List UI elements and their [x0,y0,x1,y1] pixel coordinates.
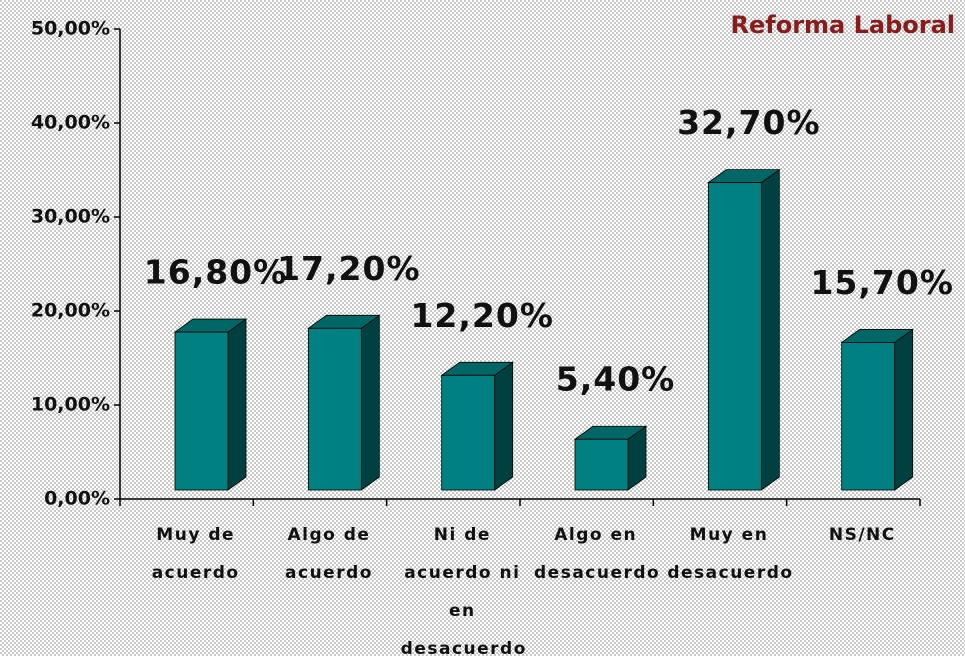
bar [440,361,514,491]
bar [307,314,381,491]
value-label: 12,20% [410,296,553,335]
x-tick-label: Ni de acuerdo ni en desacuerdo [400,525,527,656]
x-tick-label: NS/NC [828,525,896,545]
bar-side [894,328,914,491]
y-tick-label: 0,00% [44,488,110,510]
bar [840,328,914,491]
y-tick-label: 10,00% [31,394,110,416]
bar [573,425,648,491]
x-tick-label: Muy en desacuerdo [667,525,794,583]
y-tick-label: 20,00% [31,300,110,322]
value-label: 32,70% [677,103,820,142]
value-label: 5,40% [556,360,676,399]
y-tick-label: 30,00% [31,206,110,228]
bar-side [760,168,780,491]
y-tick-label: 40,00% [31,112,110,134]
bar-side [360,314,380,491]
bar-side [494,361,514,491]
x-tick-label: Algo de acuerdo [285,525,373,583]
value-label: 16,80% [144,253,287,292]
bar [173,318,248,491]
chart-title: Reforma Laboral [731,11,956,39]
value-label: 15,70% [810,263,953,302]
bar-front [574,438,629,491]
bar [707,168,781,491]
bar-front [441,374,496,491]
bar-front [841,342,896,491]
bar-front [174,331,229,491]
value-label: 17,20% [277,249,420,288]
bar-front [707,182,762,491]
bar-side [227,318,247,491]
x-tick-label: Muy de acuerdo [151,525,240,583]
y-tick-label: 50,00% [31,18,110,40]
x-tick-label: Algo en desacuerdo [534,525,661,583]
bar-front [307,327,362,491]
